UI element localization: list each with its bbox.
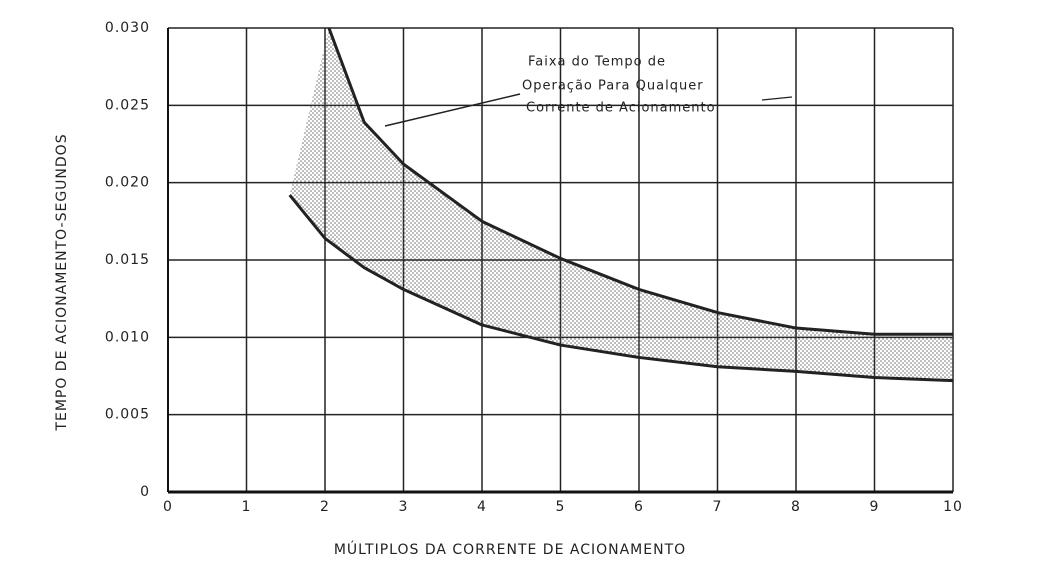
annotation: Operação Para Qualquer <box>522 79 704 94</box>
axes <box>167 28 953 494</box>
x-tick-label: 10 <box>943 499 963 515</box>
x-tick-label: 0 <box>163 499 173 515</box>
curve <box>288 194 954 383</box>
x-tick-label: 7 <box>713 499 723 515</box>
annotation: Corrente de Acionamento <box>526 101 716 116</box>
x-tick-label: 8 <box>791 499 801 515</box>
x-tick-label: 3 <box>399 499 409 515</box>
x-tick-label: 1 <box>242 499 252 515</box>
y-tick-label: 0.030 <box>105 20 150 36</box>
annotation-arrow <box>384 93 521 127</box>
x-tick-label: 6 <box>634 499 644 515</box>
y-axis-label: TEMPO DE ACIONAMENTO-SEGUNDOS <box>54 133 70 431</box>
y-tick-label: 0 <box>140 484 150 500</box>
curve <box>327 27 953 336</box>
y-tick-label: 0.010 <box>105 329 150 345</box>
x-axis-label: MÚLTIPLOS DA CORRENTE DE ACIONAMENTO <box>334 540 686 558</box>
y-tick-label: 0.025 <box>105 97 150 113</box>
band-layer <box>288 27 954 383</box>
y-tick-label: 0.005 <box>105 407 150 423</box>
y-tick-label: 0.020 <box>105 175 150 191</box>
x-tick-label: 4 <box>477 499 487 515</box>
annotation: Faixa do Tempo de <box>528 55 666 70</box>
y-tick-label: 0.015 <box>105 252 150 268</box>
x-tick-label: 9 <box>870 499 880 515</box>
annotation-leader <box>761 96 793 101</box>
x-tick-label: 2 <box>320 499 330 515</box>
x-tick-label: 5 <box>556 499 566 515</box>
band-fill <box>289 28 953 381</box>
